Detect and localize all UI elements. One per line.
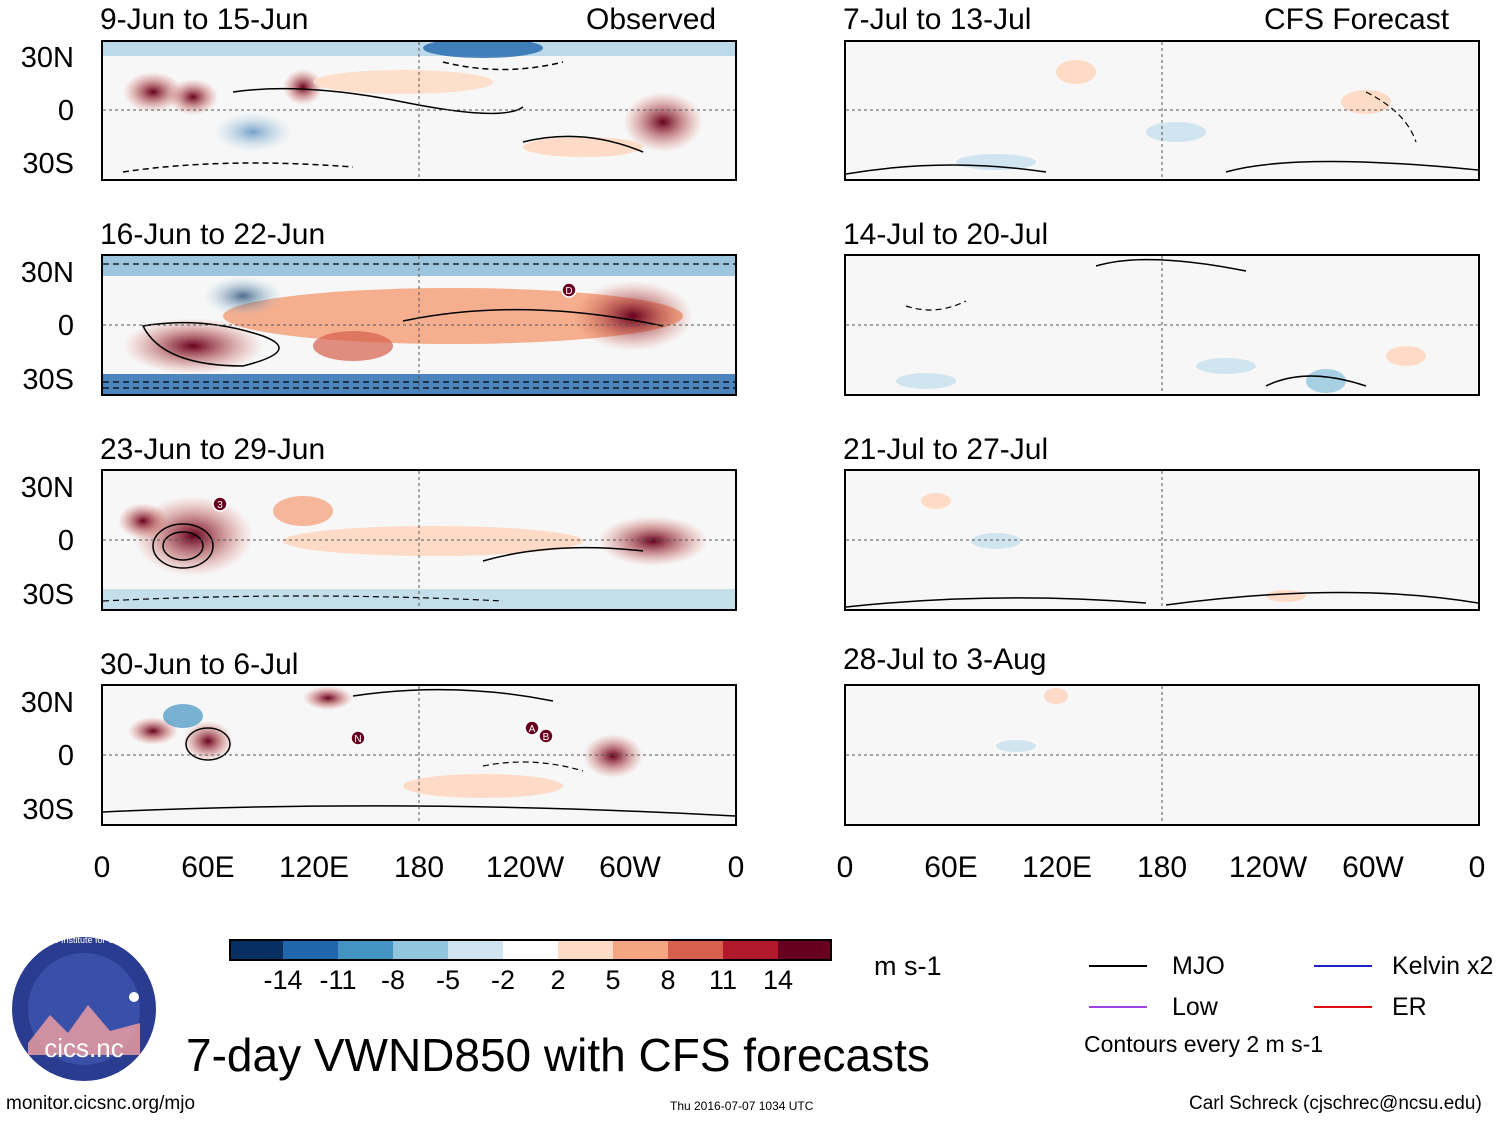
- lat-label: 30N: [20, 472, 74, 504]
- storm-marker-label: N: [354, 734, 361, 745]
- panel-title-fc-4: 28-Jul to 3-Aug: [843, 643, 1047, 676]
- lon-label: 180: [1136, 851, 1188, 884]
- colorbar-tick: 5: [605, 965, 621, 995]
- storm-marker-label: 3: [217, 500, 223, 511]
- legend-note: Contours every 2 m s-1: [1084, 1031, 1324, 1057]
- logo-text: cics.nc: [44, 1033, 123, 1063]
- lat-label: 0: [57, 525, 74, 557]
- map-panel-obs-3: 3: [101, 469, 737, 611]
- legend-label-low: Low: [1172, 993, 1218, 1021]
- legend-label-er: ER: [1392, 993, 1427, 1021]
- panel-title-obs-4: 30-Jun to 6-Jul: [100, 648, 299, 681]
- lat-label: 0: [57, 740, 74, 772]
- map-panel-fc-1: [844, 40, 1480, 181]
- logo-ring-text: Cooperative Institute for Climate and Sa…: [10, 935, 196, 945]
- lat-label: 30N: [20, 257, 74, 289]
- footer-author: Carl Schreck (cjschrec@ncsu.edu): [1189, 1093, 1482, 1114]
- lat-label: 30S: [22, 364, 74, 396]
- map-panel-obs-2: D: [101, 254, 737, 396]
- colorbar-tick: 11: [708, 965, 738, 995]
- observed-header: Observed: [586, 3, 717, 36]
- lat-label: 30S: [22, 794, 74, 826]
- legend-swatch-mjo: [1089, 965, 1147, 967]
- colorbar-tick: -2: [490, 965, 515, 995]
- panel-title-obs-3: 23-Jun to 29-Jun: [100, 433, 326, 466]
- colorbar-tick: 14: [762, 965, 794, 995]
- lon-label: 120W: [485, 851, 565, 884]
- colorbar-tick: 2: [550, 965, 566, 995]
- panel-title-fc-2: 14-Jul to 20-Jul: [843, 218, 1049, 251]
- lon-label: 180: [393, 851, 445, 884]
- lon-label: 0: [93, 851, 111, 884]
- footer-timestamp: Thu 2016-07-07 1034 UTC: [670, 1099, 814, 1113]
- colorbar-tick: -5: [435, 965, 460, 995]
- storm-marker: [561, 282, 577, 298]
- colorbar-frame: [229, 939, 832, 961]
- lat-label: 30S: [22, 148, 74, 180]
- panel-title-fc-1: 7-Jul to 13-Jul: [843, 3, 1032, 36]
- lat-label: 30N: [20, 687, 74, 719]
- map-panel-obs-4: N A B: [101, 684, 737, 826]
- colorbar-tick: -14: [263, 965, 303, 995]
- lon-label: 60W: [599, 851, 661, 884]
- map-panel-obs-1: [101, 40, 737, 181]
- storm-marker-label: B: [543, 732, 550, 743]
- colorbar-tick: -8: [380, 965, 405, 995]
- colorbar-tick: 8: [660, 965, 676, 995]
- map-panel-fc-4: [844, 684, 1480, 826]
- storm-marker: [350, 730, 366, 746]
- panel-title-fc-3: 21-Jul to 27-Jul: [843, 433, 1049, 466]
- lon-label: 120W: [1228, 851, 1308, 884]
- lon-label: 120E: [1021, 851, 1093, 884]
- legend-label-kelvin: Kelvin x2: [1392, 952, 1494, 980]
- lon-label: 0: [1468, 851, 1486, 884]
- storm-marker: [524, 720, 540, 736]
- legend-swatch-kelvin: [1314, 965, 1372, 967]
- lon-label: 60W: [1342, 851, 1404, 884]
- colorbar-tick: -11: [319, 965, 357, 995]
- lat-label: 0: [57, 95, 74, 127]
- lon-label: 0: [836, 851, 854, 884]
- lat-label: 30N: [20, 42, 74, 74]
- panel-title-obs-2: 16-Jun to 22-Jun: [100, 218, 326, 251]
- panel-title-obs-1: 9-Jun to 15-Jun: [100, 3, 309, 36]
- lon-label: 0: [727, 851, 745, 884]
- lon-label: 60E: [181, 851, 235, 884]
- map-panel-fc-3: [844, 469, 1480, 611]
- legend-swatch-er: [1314, 1006, 1372, 1008]
- footer-url: monitor.cicsnc.org/mjo: [6, 1093, 196, 1114]
- colorbar-units: m s-1: [874, 951, 942, 981]
- storm-marker: [212, 496, 228, 512]
- forecast-header: CFS Forecast: [1264, 3, 1450, 36]
- cics-logo: cics.nc Cooperative Institute for Climat…: [10, 935, 196, 1083]
- storm-marker: [538, 728, 554, 744]
- storm-marker-label: D: [565, 286, 572, 297]
- map-panel-fc-2: [844, 254, 1480, 396]
- storm-marker-label: A: [529, 724, 536, 735]
- figure-title: 7-day VWND850 with CFS forecasts: [186, 1029, 930, 1081]
- lon-label: 60E: [924, 851, 978, 884]
- legend-swatch-low: [1089, 1006, 1147, 1008]
- legend-label-mjo: MJO: [1172, 952, 1225, 980]
- lon-label: 120E: [278, 851, 350, 884]
- lat-label: 0: [57, 310, 74, 342]
- lat-label: 30S: [22, 579, 74, 611]
